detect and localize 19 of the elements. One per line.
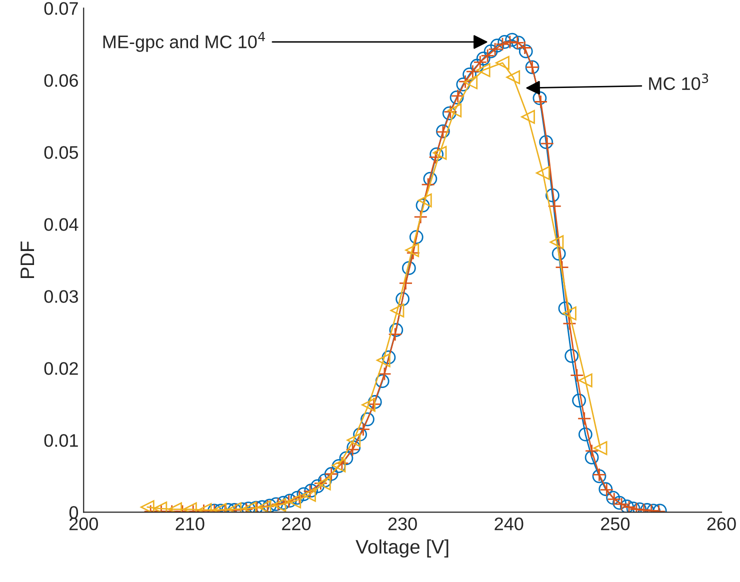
y-tick-label: 0.03	[44, 290, 78, 303]
y-tick-label: 0.01	[44, 434, 78, 447]
x-axis-title: Voltage [V]	[356, 539, 448, 558]
annotation: MC 10$^{3}$	[649, 74, 708, 90]
x-tick-label: 230	[388, 518, 417, 530]
x-tick-label: 260	[707, 518, 736, 530]
x-tick-label: 240	[494, 518, 524, 530]
y-tick-label: 0.02	[44, 362, 78, 375]
x-tick-label: 200	[69, 518, 98, 530]
annotation: ME-gpc and MC 10$^{4}$	[103, 32, 265, 52]
x-tick-label: 250	[601, 518, 630, 530]
y-axis-title: PDF	[20, 241, 34, 278]
x-tick-label: 210	[176, 518, 204, 530]
y-tick-label: 0.04	[44, 218, 78, 231]
y-tick-label: 0	[69, 506, 78, 519]
y-tick-label: 0.06	[44, 74, 78, 87]
y-tick-label: 0.05	[44, 146, 78, 159]
x-tick-label: 220	[282, 518, 311, 530]
y-tick-label: 0.07	[44, 2, 78, 15]
